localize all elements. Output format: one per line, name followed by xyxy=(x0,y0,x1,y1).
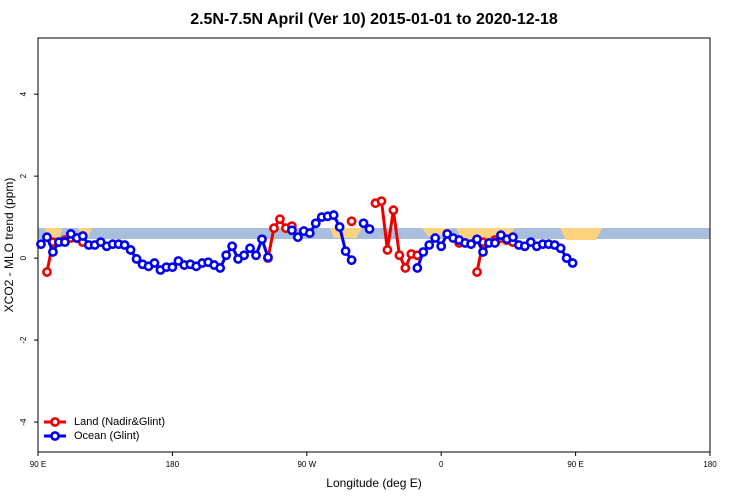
point xyxy=(286,225,297,236)
chart-title: 2.5N-7.5N April (Ver 10) 2015-01-01 to 2… xyxy=(190,11,558,28)
legend-label: Ocean (Glint) xyxy=(74,430,139,442)
x-axis-label: Longitude (deg E) xyxy=(326,476,421,490)
point xyxy=(430,233,441,243)
point xyxy=(42,267,52,277)
point xyxy=(555,243,566,254)
y-tick-label: 4 xyxy=(19,91,28,96)
point xyxy=(215,263,226,273)
point xyxy=(466,239,476,250)
x-tick-label: 0 xyxy=(439,460,444,469)
point xyxy=(245,243,255,254)
x-tick-label: 180 xyxy=(166,460,180,469)
point xyxy=(388,205,399,216)
point xyxy=(567,258,578,268)
point xyxy=(257,234,267,245)
point xyxy=(304,228,315,239)
point xyxy=(292,232,303,243)
point xyxy=(167,262,178,273)
plot-frame xyxy=(37,37,711,453)
point xyxy=(310,218,321,229)
y-axis-label: XCO2 - MLO trend (ppm) xyxy=(2,178,16,313)
legend-marker xyxy=(50,417,60,427)
point xyxy=(346,255,357,266)
x-tick-label: 90 W xyxy=(297,460,316,469)
point xyxy=(478,247,488,257)
point xyxy=(221,250,232,261)
point xyxy=(149,258,160,268)
legend-label: Land (Nadir&Glint) xyxy=(74,416,165,428)
point xyxy=(42,232,52,243)
point xyxy=(436,241,447,252)
point xyxy=(269,223,279,234)
band xyxy=(38,228,710,239)
point xyxy=(239,250,249,261)
x-tick-label: 90 E xyxy=(30,460,46,469)
y-tick-label: -4 xyxy=(19,418,28,426)
point xyxy=(346,216,357,227)
point xyxy=(364,224,375,234)
point xyxy=(36,239,46,250)
point xyxy=(48,247,58,257)
point xyxy=(472,234,482,245)
point xyxy=(358,218,369,229)
point xyxy=(490,238,500,248)
y-tick-label: 0 xyxy=(19,255,28,260)
point xyxy=(328,210,339,220)
point xyxy=(227,241,238,252)
point xyxy=(376,196,387,207)
x-tick-label: 180 xyxy=(703,460,717,469)
point xyxy=(119,240,130,250)
point xyxy=(77,231,88,241)
y-tick-label: 2 xyxy=(19,173,28,178)
point xyxy=(59,237,70,248)
y-tick-label: -2 xyxy=(19,336,28,344)
point xyxy=(131,254,142,264)
point xyxy=(418,247,429,257)
point xyxy=(561,253,572,264)
point xyxy=(125,245,136,255)
point xyxy=(507,232,518,243)
point xyxy=(394,250,405,261)
point xyxy=(275,214,285,225)
patch xyxy=(560,228,602,240)
background-bands xyxy=(38,228,710,246)
point xyxy=(334,222,345,232)
point xyxy=(424,240,435,250)
x-tick-label: 90 E xyxy=(567,460,583,469)
point xyxy=(263,252,273,263)
point xyxy=(472,267,482,277)
point xyxy=(251,250,261,261)
point xyxy=(340,246,351,257)
point xyxy=(412,263,423,273)
point xyxy=(400,263,411,273)
legend-marker xyxy=(50,431,60,441)
point xyxy=(382,245,393,255)
